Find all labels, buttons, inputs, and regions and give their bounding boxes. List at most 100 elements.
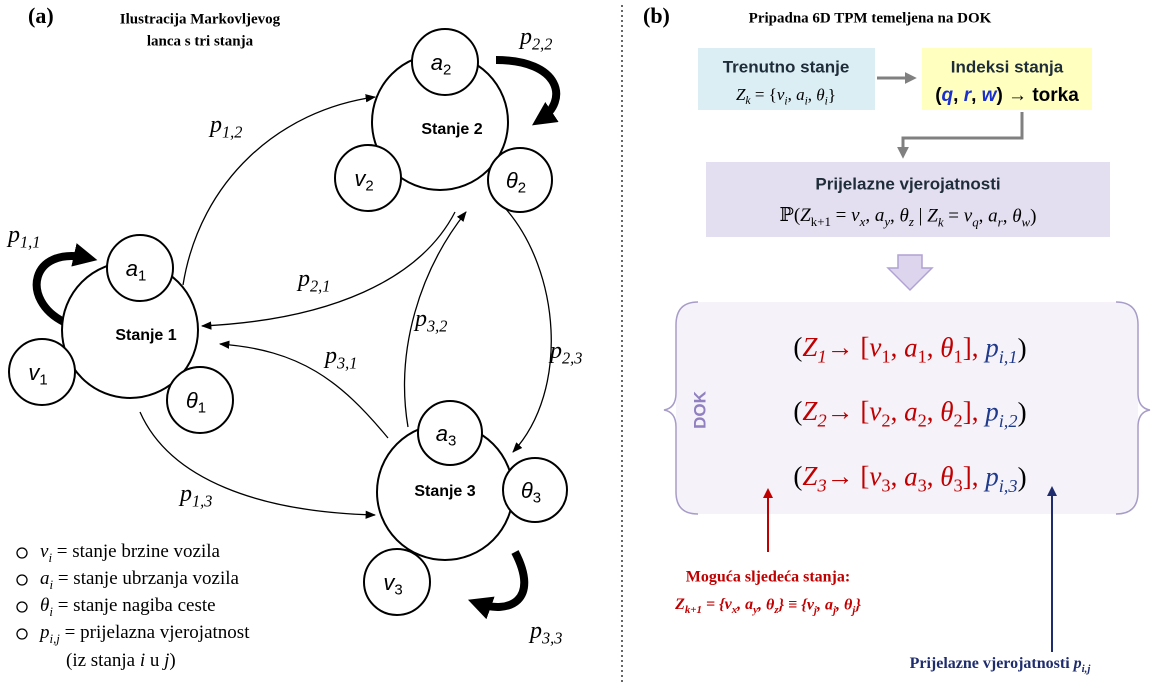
- formula-part: 3,3: [541, 628, 562, 647]
- formula-part: p: [38, 622, 50, 643]
- self-loop: [32, 243, 98, 326]
- formula-part: i,1: [999, 347, 1018, 367]
- dok-entry: (Z1→ [v1, a1, θ1], pi,1): [793, 332, 1026, 367]
- formula-part: p: [983, 397, 999, 427]
- legend: vi = stanje brzine vozila ai = stanje ub…: [16, 541, 250, 671]
- box-formula: Zk = {vi, ai, θi}: [736, 85, 836, 107]
- formula-part: 2: [817, 410, 826, 430]
- arrow: [218, 340, 389, 439]
- formula-part: j: [812, 604, 818, 616]
- formula-part: 3: [881, 476, 890, 496]
- formula-part: 3: [448, 433, 456, 450]
- current-state-box: [698, 48, 875, 110]
- formula-part: θ: [1012, 206, 1021, 227]
- dok-label: DOK: [690, 390, 709, 429]
- self-loop: [467, 550, 529, 620]
- formula-part: θ: [766, 596, 775, 613]
- formula-part: ,: [927, 333, 941, 363]
- formula-part: p: [548, 338, 562, 364]
- state-indices-box: [922, 48, 1092, 110]
- formula-part: ): [1030, 206, 1036, 227]
- formula-part: a: [40, 568, 50, 589]
- panel-title: lanca s tri stanja: [147, 33, 254, 49]
- formula-part: k: [938, 214, 944, 229]
- formula-part: 3: [954, 476, 963, 496]
- formula-part: v: [725, 596, 733, 613]
- substate-circle: [363, 548, 431, 616]
- formula-part: 2,1: [310, 276, 330, 295]
- formula-part: ) → torka: [996, 85, 1079, 106]
- formula-part: ,: [953, 85, 964, 106]
- formula-part: i,j: [1082, 662, 1092, 674]
- formula-part: = {: [751, 85, 777, 104]
- bullet: [16, 574, 28, 586]
- formula-part: 3,1: [336, 353, 357, 372]
- formula-part: ],: [963, 397, 986, 427]
- box-heading: Trenutno stanje: [723, 57, 850, 76]
- formula-part: Z: [802, 332, 818, 362]
- formula-part: i: [49, 604, 53, 619]
- formula-part: v: [869, 332, 881, 362]
- formula-part: a: [126, 256, 138, 281]
- formula-part: |: [914, 206, 927, 227]
- formula-part: =: [944, 206, 964, 227]
- formula-part: a: [988, 206, 998, 227]
- formula-part: p: [983, 462, 999, 492]
- formula-part: 3,2: [426, 316, 447, 335]
- transition-box: [706, 162, 1110, 237]
- formula-part: = stanje nagiba ceste: [53, 595, 216, 616]
- legend-item: pi,j = prijelazna vjerojatnost: [38, 622, 250, 645]
- substate: θ2: [506, 168, 526, 197]
- formula-part: a: [745, 596, 753, 613]
- dok-entry: (Z3→ [v3, a3, θ3], pi,3): [793, 461, 1026, 496]
- box-formula: ℙ(Zk+1 = vx, ay, θz | Zk = vq, ar, θw): [780, 205, 1037, 229]
- formula-part: = stanje ubrzanja vozila: [53, 568, 239, 589]
- box-heading: Indeksi stanja: [951, 57, 1064, 76]
- formula-part: Z: [802, 396, 818, 426]
- formula-part: v: [383, 570, 396, 595]
- formula-part: θ: [940, 397, 953, 427]
- formula-part: p: [208, 112, 222, 138]
- arrow: [182, 94, 377, 286]
- dok-box: [676, 302, 1138, 514]
- formula-part: p: [296, 266, 310, 292]
- formula-part: p: [323, 343, 337, 369]
- formula-part: Z: [800, 205, 811, 226]
- formula-part: (: [935, 85, 942, 106]
- formula-part: i: [805, 94, 808, 107]
- transition-label: p2,1: [296, 266, 330, 296]
- formula-part: ,: [927, 462, 941, 492]
- substate-circle: [417, 400, 483, 466]
- substate: v2: [354, 166, 373, 195]
- formula-part: p: [528, 618, 542, 644]
- formula-part: v: [807, 596, 815, 613]
- panel-label: (a): [28, 3, 54, 28]
- substate-circle: [8, 338, 76, 406]
- formula-part: p: [1072, 655, 1082, 672]
- formula-part: 3: [816, 475, 826, 495]
- formula-part: 2: [365, 178, 373, 195]
- formula-part: 3: [394, 582, 402, 599]
- formula-part: Prijelazne vjerojatnosti: [910, 655, 1074, 672]
- formula-part: → [: [827, 461, 870, 491]
- formula-part: a: [436, 421, 448, 446]
- formula-part: i: [825, 94, 828, 107]
- transition-labels: p1,1 p1,2 p1,3 p2,1 p2,2 p2,3 p3,1 p3,2 …: [6, 24, 582, 648]
- formula-part: ): [169, 650, 175, 671]
- formula-part: j: [850, 604, 856, 616]
- formula-part: θ: [900, 206, 909, 227]
- bullet: [16, 628, 28, 640]
- formula-part: j: [831, 604, 837, 616]
- formula-part: ,: [816, 596, 825, 613]
- formula-part: θ: [521, 478, 533, 503]
- formula-part: θ: [816, 85, 824, 104]
- formula-part: Z: [674, 596, 685, 613]
- formula-part: 1,1: [20, 232, 40, 251]
- formula-part: p: [518, 24, 532, 50]
- formula-part: ,: [835, 596, 844, 613]
- formula-part: z: [908, 214, 914, 229]
- formula-part: 1: [39, 372, 47, 389]
- formula-part: θ: [506, 168, 518, 193]
- formula-part: ,: [891, 397, 905, 427]
- formula-part: ,: [891, 333, 905, 363]
